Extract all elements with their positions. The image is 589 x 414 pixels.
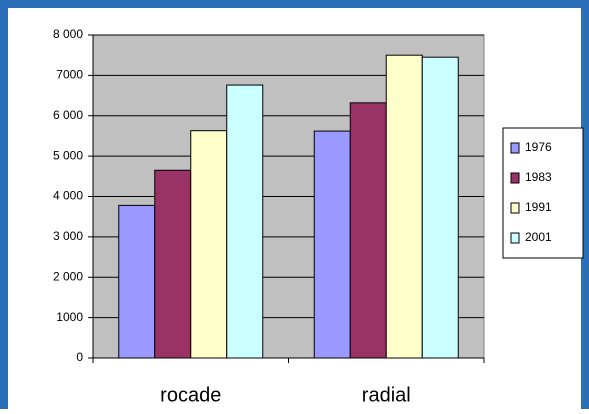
y-tick-label: 2 000 [53, 269, 83, 283]
y-tick-label: 0 [76, 350, 83, 364]
legend-label: 1976 [525, 140, 552, 154]
y-tick-label: 4 000 [53, 189, 83, 203]
legend-swatch [510, 232, 520, 244]
x-tick-label: rocade [160, 384, 221, 406]
legend-label: 2001 [525, 230, 552, 244]
legend-label: 1991 [525, 200, 552, 214]
y-tick-label: 6 000 [53, 108, 83, 122]
bar [313, 130, 351, 359]
bar [349, 102, 387, 359]
bar [385, 54, 423, 359]
x-tick-label: radial [362, 384, 411, 406]
bar [190, 130, 228, 359]
y-tick-label: 5 000 [53, 148, 83, 162]
y-tick-label: 1000 [56, 310, 83, 324]
bar [154, 169, 192, 359]
bar [421, 56, 459, 359]
y-tick-label: 8 000 [53, 27, 83, 41]
y-tick-label: 3 000 [53, 229, 83, 243]
bar [226, 84, 264, 359]
bar [118, 204, 156, 359]
legend-swatch [510, 142, 520, 154]
legend-swatch [510, 202, 520, 214]
y-tick-label: 7000 [56, 68, 83, 82]
legend-label: 1983 [525, 170, 552, 184]
legend-swatch [510, 172, 520, 184]
